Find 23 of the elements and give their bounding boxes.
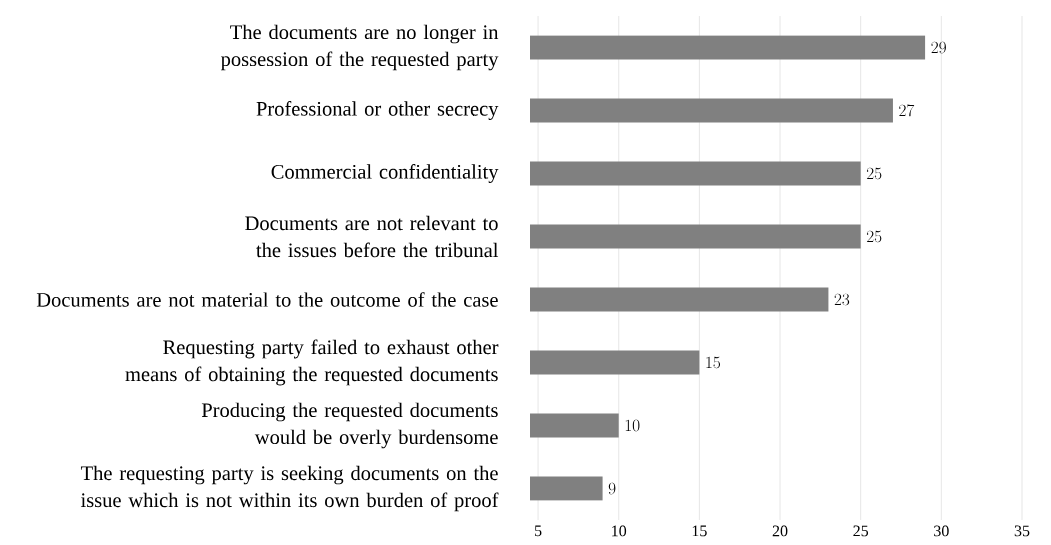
data-label: 15	[706, 356, 721, 369]
x-tick-label: 25	[853, 525, 869, 537]
data-label: 27	[899, 104, 915, 117]
data-label: 25	[866, 230, 882, 243]
x-tick-label: 30	[934, 525, 949, 537]
data-label: 9	[608, 482, 616, 495]
data-label: 10	[625, 419, 640, 432]
y-tick-label: Requesting party failed to exhaust other means of obtaining the requested documents	[125, 339, 499, 386]
y-tick-label: The requesting party is seeking documents on the issue which is not within its own burden of proof	[80, 465, 499, 512]
x-tick-label: 5	[534, 525, 542, 537]
y-tick-label: The documents are no longer in possession of the requested party	[220, 24, 499, 71]
data-label: 29	[931, 41, 946, 54]
x-tick-label: 15	[692, 525, 707, 537]
data-label: 23	[834, 293, 850, 306]
y-tick-label: Producing the requested documents would be overly burdensome	[201, 402, 498, 449]
x-tick-label: 20	[772, 525, 788, 537]
x-tick-label: 10	[612, 525, 627, 537]
y-tick-label: Commercial confidentiality	[271, 164, 499, 183]
y-tick-label: Documents are not relevant to the issues before the tribunal	[245, 215, 499, 258]
y-tick-label: Documents are not material to the outcome of the case	[36, 292, 498, 307]
y-tick-label: Professional or other secrecy	[256, 101, 499, 120]
data-label: 25	[866, 167, 882, 180]
x-tick-label: 35	[1014, 525, 1030, 537]
